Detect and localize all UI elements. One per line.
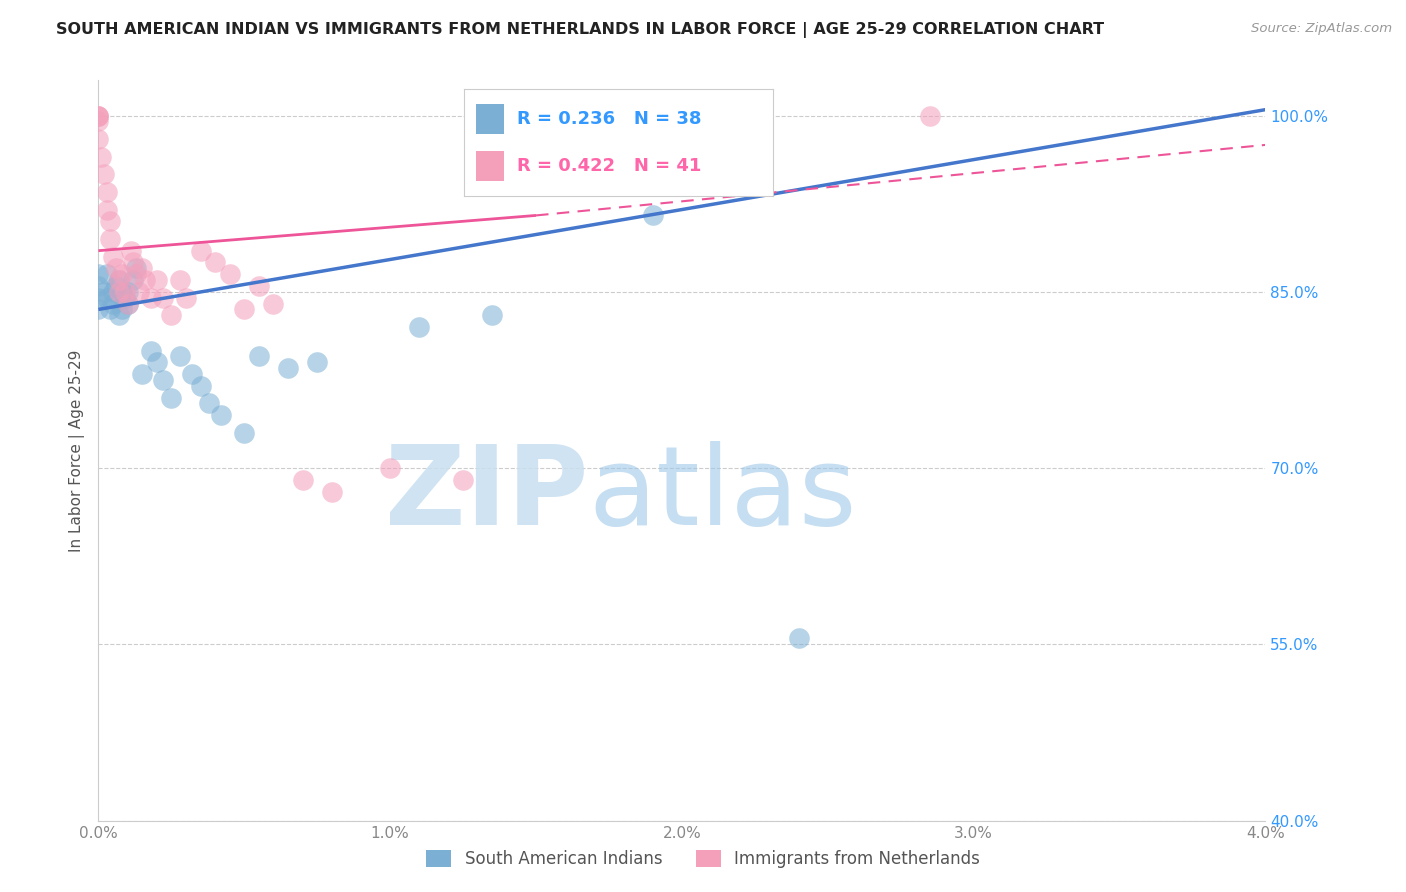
Point (180, 367, 202, 381)
Point (247, 279, 270, 293)
FancyBboxPatch shape (477, 152, 505, 181)
Point (321, 484, 343, 499)
Point (307, 355, 329, 369)
Point (104, 261, 127, 276)
Point (87, 109, 110, 123)
Point (408, 320, 430, 334)
Point (108, 285, 131, 299)
Point (128, 285, 150, 299)
Point (104, 279, 127, 293)
Point (101, 296, 124, 310)
Point (209, 408, 232, 422)
Point (169, 273, 191, 287)
Point (174, 291, 197, 305)
Point (139, 291, 162, 305)
Point (93, 167, 115, 181)
Text: atlas: atlas (589, 442, 858, 549)
Point (87, 114, 110, 128)
Point (918, 109, 941, 123)
Point (98, 302, 121, 317)
Point (96, 185, 118, 199)
Point (117, 296, 139, 310)
Point (87, 267, 110, 281)
Legend: South American Indians, Immigrants from Netherlands: South American Indians, Immigrants from … (419, 843, 987, 875)
Point (108, 308, 131, 322)
Point (233, 425, 256, 440)
Point (451, 473, 474, 487)
Text: R = 0.422   N = 41: R = 0.422 N = 41 (516, 157, 702, 175)
Point (247, 350, 270, 364)
Point (87, 132, 110, 146)
Text: R = 0.236   N = 38: R = 0.236 N = 38 (516, 111, 702, 128)
Point (198, 396, 221, 410)
Point (87, 291, 110, 305)
Text: Source: ZipAtlas.com: Source: ZipAtlas.com (1251, 22, 1392, 36)
FancyBboxPatch shape (477, 104, 505, 134)
Y-axis label: In Labor Force | Age 25-29: In Labor Force | Age 25-29 (69, 350, 84, 551)
Point (120, 244, 142, 258)
Point (117, 296, 139, 310)
Point (122, 273, 145, 287)
Point (125, 261, 148, 276)
Point (114, 285, 136, 299)
Point (131, 261, 153, 276)
Point (111, 267, 134, 281)
Point (87, 279, 110, 293)
Point (262, 296, 284, 310)
Point (93, 285, 115, 299)
Point (96, 267, 118, 281)
Point (108, 273, 131, 287)
Point (131, 367, 153, 381)
Point (98, 214, 121, 228)
Point (111, 285, 134, 299)
Point (87, 109, 110, 123)
Point (787, 632, 810, 646)
Point (152, 291, 174, 305)
Point (277, 361, 299, 376)
Point (117, 285, 139, 299)
Point (204, 255, 226, 269)
Point (160, 308, 183, 322)
Point (96, 202, 118, 217)
Point (101, 250, 124, 264)
Point (134, 273, 156, 287)
Point (160, 391, 183, 405)
Point (96, 291, 118, 305)
Point (291, 473, 314, 487)
Text: SOUTH AMERICAN INDIAN VS IMMIGRANTS FROM NETHERLANDS IN LABOR FORCE | AGE 25-29 : SOUTH AMERICAN INDIAN VS IMMIGRANTS FROM… (56, 22, 1104, 38)
Point (169, 350, 191, 364)
Point (114, 291, 136, 305)
Point (101, 285, 124, 299)
Point (87, 302, 110, 317)
Point (98, 232, 121, 246)
Point (190, 244, 212, 258)
Text: ZIP: ZIP (385, 442, 589, 549)
Point (146, 355, 169, 369)
Point (380, 461, 402, 475)
Point (190, 379, 212, 393)
Point (125, 267, 148, 281)
Point (233, 302, 256, 317)
Point (152, 373, 174, 387)
Point (108, 273, 131, 287)
Point (641, 209, 664, 223)
Point (146, 273, 169, 287)
Point (122, 255, 145, 269)
Point (90, 150, 112, 164)
Point (111, 302, 134, 317)
Point (139, 343, 162, 358)
Point (218, 267, 240, 281)
Point (87, 109, 110, 123)
Point (481, 308, 503, 322)
